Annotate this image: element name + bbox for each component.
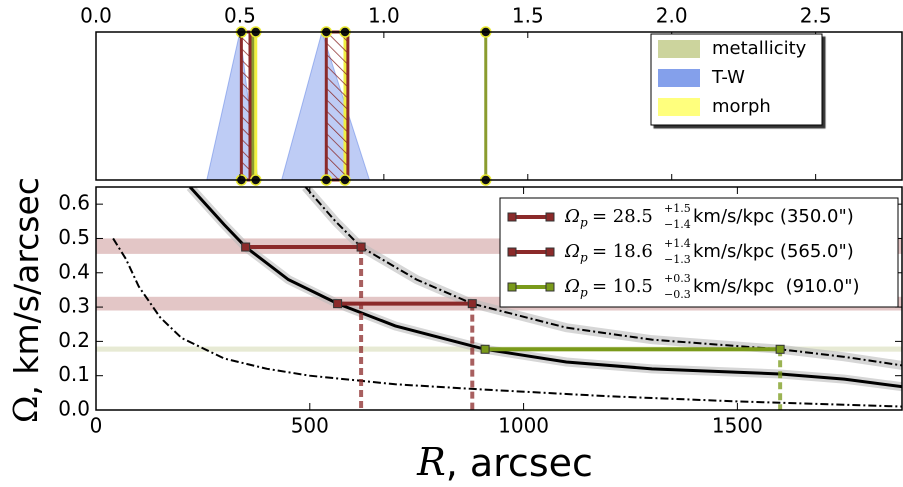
legend-unit: km/s/kpc (910.0") <box>693 276 860 297</box>
legend-swatch-end <box>507 247 517 257</box>
x-tick-label: 1.0 <box>368 4 400 28</box>
curve <box>112 237 902 408</box>
legend-subscript: p <box>580 216 588 230</box>
legend-swatch-end <box>545 212 555 222</box>
legend-err-down: −1.3 <box>664 253 691 266</box>
legend-value: = 10.5 <box>592 276 653 297</box>
x-tick-label: 1500 <box>712 414 763 438</box>
legend-swatch <box>658 40 700 58</box>
y-tick-label: 0.4 <box>58 259 90 283</box>
legend-box <box>499 197 899 308</box>
legend-err-up: +1.5 <box>664 202 691 215</box>
legend-value: = 28.5 <box>592 206 653 227</box>
y-tick-label: 0.3 <box>58 294 90 318</box>
legend-label: morph <box>712 96 771 117</box>
segment-end <box>356 242 366 252</box>
legend-symbol: Ω <box>564 206 580 227</box>
y-axis-label: Ω, km/s/arcsec <box>6 177 46 423</box>
legend-swatch <box>658 98 700 116</box>
legend-err-down: −1.4 <box>664 218 691 231</box>
pattern-speed-interval <box>241 32 251 180</box>
y-axis-text: , km/s/arcsec <box>7 177 46 396</box>
legend-err-up: +0.3 <box>664 272 691 285</box>
segment-end <box>333 299 343 309</box>
x-axis-label: R, arcsec <box>416 440 593 485</box>
x-tick-label: 2.5 <box>800 4 832 28</box>
curve <box>304 187 902 367</box>
x-axis-symbol: R <box>416 440 446 484</box>
x-tick-label: 0 <box>90 414 103 438</box>
segment-end <box>480 344 490 354</box>
legend-swatch <box>658 69 700 87</box>
legend-unit: km/s/kpc (350.0") <box>693 206 854 227</box>
legend-swatch-end <box>507 212 517 222</box>
legend-label: T-W <box>711 67 745 88</box>
x-axis-text: , arcsec <box>446 441 593 485</box>
x-tick-label: 0.0 <box>80 4 112 28</box>
x-tick-label: 1000 <box>498 414 549 438</box>
legend: metallicity T-W morph <box>650 33 823 126</box>
legend-err-up: +1.4 <box>664 237 691 250</box>
legend-subscript: p <box>580 286 588 300</box>
legend-subscript: p <box>580 251 588 265</box>
x-tick-label: 0.5 <box>224 4 256 28</box>
legend-value: = 18.6 <box>592 241 653 262</box>
segment-end <box>467 299 477 309</box>
legend-swatch-end <box>545 247 555 257</box>
legend-unit: km/s/kpc (565.0") <box>693 241 854 262</box>
legend-symbol: Ω <box>564 241 580 262</box>
legend-symbol: Ω <box>564 276 580 297</box>
y-tick-label: 0.6 <box>58 191 90 215</box>
pattern-speed-interval <box>326 32 348 180</box>
x-tick-label: 500 <box>291 414 329 438</box>
legend-swatch-end <box>545 282 555 292</box>
segment-end <box>775 344 785 354</box>
y-axis-symbol: Ω <box>6 396 45 423</box>
legend-err-down: −0.3 <box>664 288 691 301</box>
y-tick-label: 0.0 <box>58 397 90 421</box>
y-tick-label: 0.1 <box>58 362 90 386</box>
legend-swatch-end <box>507 282 517 292</box>
y-tick-label: 0.5 <box>58 225 90 249</box>
y-tick-label: 0.2 <box>58 328 90 352</box>
x-tick-label: 2.0 <box>656 4 688 28</box>
segment-end <box>241 242 251 252</box>
x-tick-label: 1.5 <box>512 4 544 28</box>
legend-label: metallicity <box>712 38 807 59</box>
panel-frame <box>95 31 903 181</box>
panel-frame <box>95 186 903 411</box>
